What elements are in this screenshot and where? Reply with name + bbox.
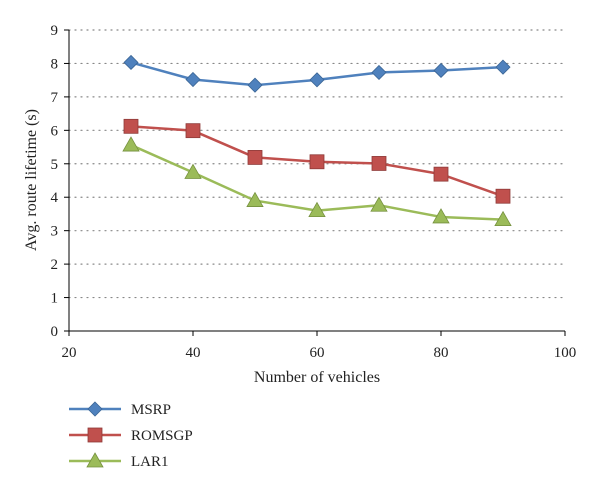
data-point-msrp bbox=[247, 77, 263, 93]
y-tick-label: 5 bbox=[51, 157, 59, 173]
legend: MSRP ROMSGP LAR1 bbox=[69, 401, 193, 470]
y-tick-label: 2 bbox=[51, 257, 59, 273]
x-axis-title: Number of vehicles bbox=[254, 369, 380, 386]
series-msrp bbox=[123, 54, 511, 93]
y-tick-label: 7 bbox=[51, 90, 59, 106]
data-point-lar1 bbox=[494, 210, 512, 227]
series-lar1 bbox=[122, 136, 512, 227]
legend-item-lar1: LAR1 bbox=[69, 452, 169, 470]
data-point-lar1 bbox=[184, 163, 202, 179]
data-point-romsgp bbox=[495, 188, 511, 204]
y-tick-label: 0 bbox=[51, 324, 59, 340]
y-tick-label: 8 bbox=[51, 56, 59, 72]
data-point-lar1 bbox=[122, 136, 140, 152]
legend-marker-msrp bbox=[87, 401, 103, 417]
legend-marker-romsgp bbox=[87, 427, 103, 443]
data-point-msrp bbox=[123, 54, 139, 71]
x-tick-label: 40 bbox=[186, 345, 201, 361]
legend-label-msrp: MSRP bbox=[131, 402, 171, 418]
y-tick-label: 3 bbox=[51, 224, 59, 240]
x-tick-label: 100 bbox=[554, 345, 577, 361]
data-point-romsgp bbox=[371, 156, 387, 171]
y-tick-label: 9 bbox=[51, 23, 59, 39]
data-point-lar1 bbox=[308, 201, 326, 218]
plot-area bbox=[122, 54, 512, 227]
x-tick-label: 60 bbox=[310, 345, 325, 361]
y-tick-label: 4 bbox=[51, 190, 59, 206]
legend-marker-lar1 bbox=[86, 452, 104, 468]
x-tick-label: 20 bbox=[62, 345, 77, 361]
data-point-lar1 bbox=[370, 196, 388, 212]
legend-label-lar1: LAR1 bbox=[131, 454, 169, 470]
data-point-msrp bbox=[495, 59, 511, 75]
data-point-msrp bbox=[309, 72, 325, 88]
y-axis-title: Avg. route lifetime (s) bbox=[23, 109, 40, 251]
legend-item-romsgp: ROMSGP bbox=[69, 427, 193, 444]
legend-item-msrp: MSRP bbox=[69, 401, 171, 418]
series-romsgp bbox=[123, 118, 511, 204]
data-point-romsgp bbox=[185, 123, 201, 139]
data-point-romsgp bbox=[309, 154, 325, 170]
tick-labels: 0 1 2 3 4 5 6 7 8 9 20 40 60 80 100 bbox=[51, 23, 577, 361]
data-point-lar1 bbox=[246, 191, 264, 207]
data-point-romsgp bbox=[247, 150, 263, 165]
y-tick-label: 1 bbox=[51, 291, 59, 307]
legend-label-romsgp: ROMSGP bbox=[131, 428, 193, 444]
data-point-msrp bbox=[371, 64, 387, 81]
data-point-lar1 bbox=[432, 208, 450, 224]
y-tick-label: 6 bbox=[51, 123, 59, 139]
data-point-romsgp bbox=[123, 118, 139, 134]
data-point-msrp bbox=[433, 62, 449, 79]
x-tick-label: 80 bbox=[434, 345, 449, 361]
data-point-msrp bbox=[185, 71, 201, 88]
data-point-romsgp bbox=[433, 166, 449, 182]
